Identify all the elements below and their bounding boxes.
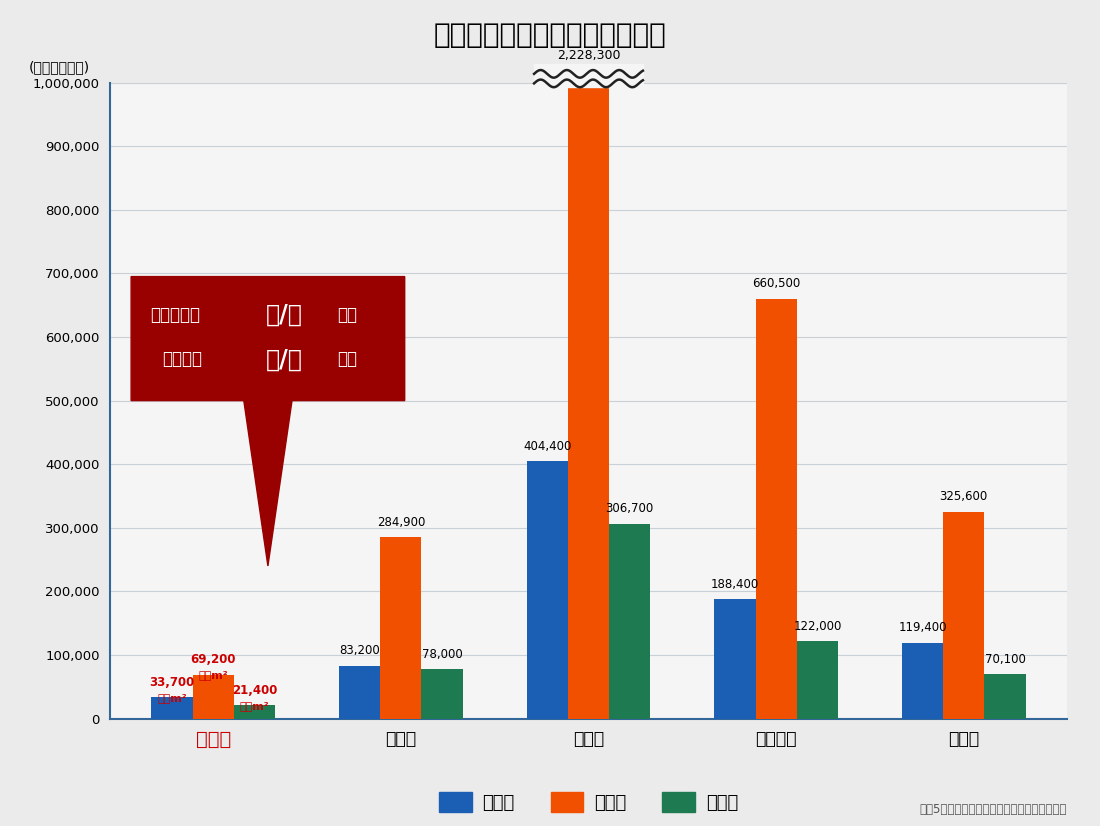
Bar: [714, 599, 756, 719]
Text: １/３: １/３: [266, 347, 302, 371]
Text: (単位：円／㎡): (単位：円／㎡): [29, 60, 90, 74]
Text: １/５: １/５: [266, 303, 302, 327]
Polygon shape: [244, 401, 292, 566]
Bar: [527, 462, 568, 719]
Text: 令和5年度都道府県別地価調査（国土交通省）: 令和5年度都道府県別地価調査（国土交通省）: [920, 803, 1067, 816]
Text: 令和５年度都道府県別地価調査: 令和５年度都道府県別地価調査: [433, 21, 667, 49]
Bar: [609, 524, 650, 719]
Text: 2,228,300: 2,228,300: [557, 49, 620, 62]
FancyBboxPatch shape: [131, 277, 405, 401]
Text: 284,900: 284,900: [376, 516, 425, 529]
Bar: [756, 298, 796, 719]
Text: 円／m²: 円／m²: [157, 693, 187, 703]
Text: 以下: 以下: [337, 306, 356, 324]
Text: 神奈川県の: 神奈川県の: [151, 306, 200, 324]
Text: 以下: 以下: [337, 350, 356, 368]
Bar: [421, 669, 463, 719]
Legend: 住宅地, 商業地, 工業地: 住宅地, 商業地, 工業地: [432, 785, 745, 819]
Bar: [943, 511, 984, 719]
Bar: [535, 64, 642, 88]
Bar: [192, 675, 234, 719]
Bar: [152, 697, 192, 719]
Bar: [902, 643, 943, 719]
Text: 660,500: 660,500: [752, 278, 801, 290]
Bar: [381, 538, 421, 719]
Bar: [984, 674, 1025, 719]
Bar: [234, 705, 275, 719]
Text: 404,400: 404,400: [522, 440, 571, 453]
Text: 306,700: 306,700: [606, 502, 653, 515]
Text: 円／m²: 円／m²: [198, 671, 228, 681]
Text: 埼玉県の: 埼玉県の: [163, 350, 202, 368]
Text: 83,200: 83,200: [339, 644, 380, 657]
Text: 円／m²: 円／m²: [240, 701, 270, 711]
Text: 119,400: 119,400: [899, 621, 947, 634]
Text: 69,200: 69,200: [190, 653, 236, 667]
Bar: [568, 83, 609, 719]
Bar: [796, 641, 838, 719]
Text: 325,600: 325,600: [939, 491, 988, 503]
Text: 78,000: 78,000: [421, 648, 462, 661]
Bar: [339, 666, 381, 719]
Text: 188,400: 188,400: [711, 577, 759, 591]
Text: 122,000: 122,000: [793, 620, 842, 633]
Text: 33,700: 33,700: [150, 676, 195, 689]
Text: 21,400: 21,400: [232, 684, 277, 697]
Text: 70,100: 70,100: [984, 653, 1025, 666]
